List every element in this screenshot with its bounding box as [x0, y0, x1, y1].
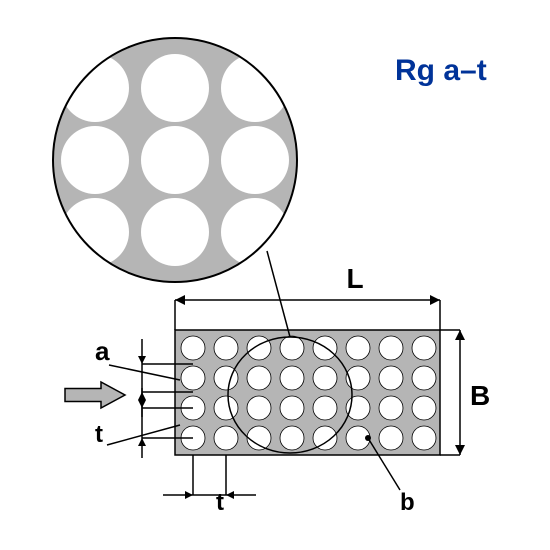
dim-b-label: b — [400, 489, 415, 516]
direction-arrow-icon — [65, 382, 125, 408]
dim-t-left-label: t — [95, 421, 103, 448]
perforated-plate — [175, 330, 440, 455]
dim-L-label: L — [346, 263, 363, 294]
dim-B-label: B — [470, 380, 490, 411]
zoom-leader-line — [267, 251, 290, 337]
dim-t-bottom-label: t — [216, 489, 224, 516]
title-label: Rg a–t — [395, 54, 487, 87]
dim-a-label: a — [95, 336, 110, 366]
diagram-canvas: Rg a–t L Ba t t b — [0, 0, 550, 550]
